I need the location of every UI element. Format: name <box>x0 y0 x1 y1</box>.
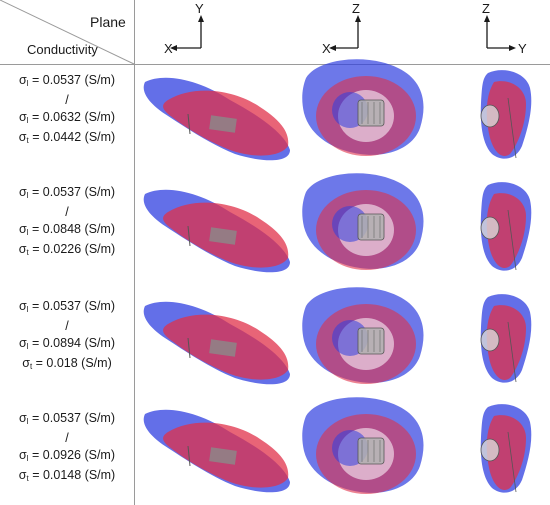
column-divider <box>134 0 135 505</box>
volume-render-xy-row-4 <box>143 409 291 493</box>
conductivity-row-4: σl = 0.0537 (S/m) / σl = 0.0926 (S/m) σt… <box>18 411 116 483</box>
axis-indicator-yz: Z Y <box>478 1 538 58</box>
axis-label-vertical: Z <box>482 1 490 16</box>
axis-indicator-xz: Z X <box>322 1 382 58</box>
volume-render-yz-row-2 <box>480 181 532 272</box>
axis-label-vertical: Y <box>195 1 204 16</box>
header-divider <box>0 64 550 65</box>
header-diagonal <box>0 0 135 65</box>
conductivity-row-3: σl = 0.0537 (S/m) / σl = 0.0894 (S/m) σt… <box>19 299 115 371</box>
axis-label-horizontal: X <box>322 41 331 56</box>
volume-render-yz-row-3 <box>480 293 532 384</box>
volume-render-xz-row-4 <box>301 396 424 495</box>
axis-indicator-xy: Y X <box>164 1 225 58</box>
volume-render-xy-row-3 <box>143 301 291 385</box>
plane-header: Plane <box>90 14 126 30</box>
volume-render-xz-row-3 <box>301 286 424 385</box>
volume-render-xy-row-2 <box>143 189 291 273</box>
axis-label-horizontal: X <box>164 41 173 56</box>
volume-render-xz-row-1 <box>301 58 424 157</box>
conductivity-row-1: σl = 0.0537 (S/m) / σl = 0.0632 (S/m) σt… <box>18 73 116 145</box>
axis-label-horizontal: Y <box>518 41 527 56</box>
volume-render-yz-row-1 <box>480 69 532 160</box>
conductivity-row-2: σl = 0.0537 (S/m) / σl = 0.0848 (S/m) σt… <box>18 185 116 257</box>
volume-render-yz-row-4 <box>480 403 532 494</box>
axis-label-vertical: Z <box>352 1 360 16</box>
volume-render-xy-row-1 <box>143 77 291 161</box>
conductivity-header: Conductivity <box>27 42 98 57</box>
volume-render-xz-row-2 <box>301 172 424 271</box>
